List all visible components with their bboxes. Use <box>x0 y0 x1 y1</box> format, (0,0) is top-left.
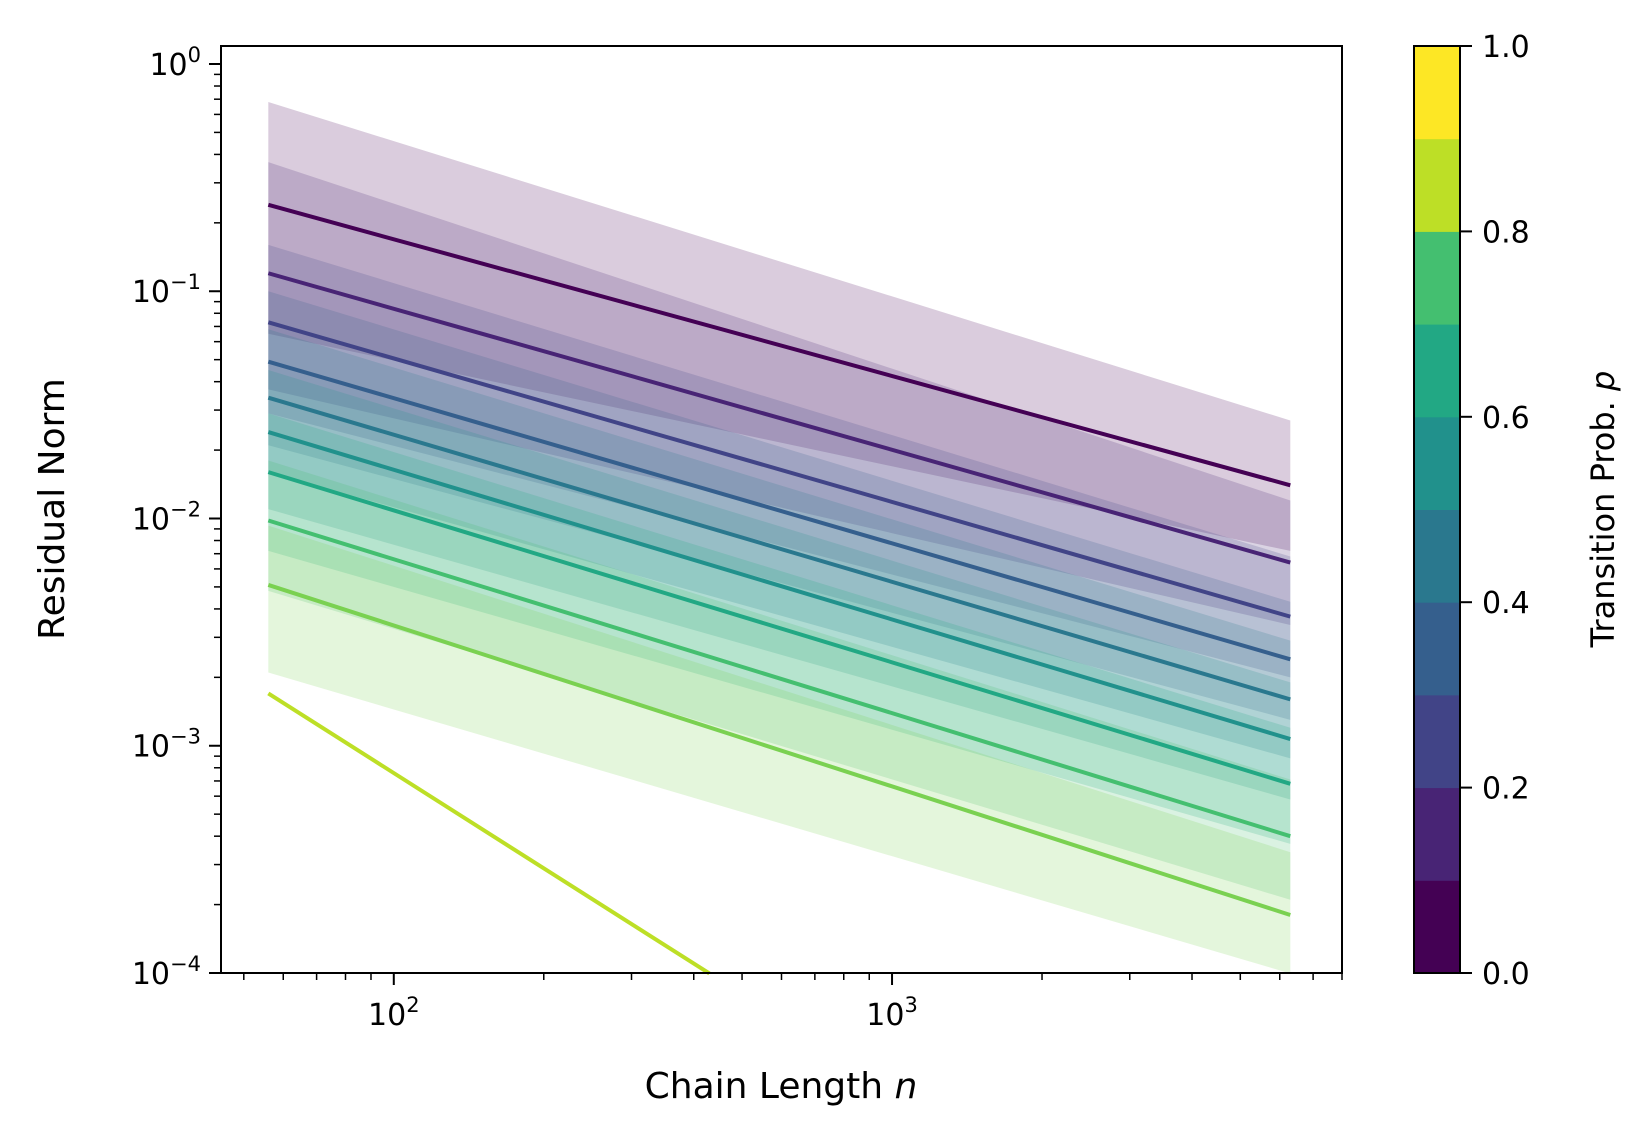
y-tick-label: 10−4 <box>132 952 201 992</box>
series-line-p-0.3 <box>267 359 1291 662</box>
series-line-p-0.0 <box>267 202 1291 488</box>
y-tick-label: 10−1 <box>132 270 201 310</box>
colorbar-level-0.0 <box>1414 880 1460 974</box>
colorbar-level-0.2 <box>1414 694 1460 789</box>
x-tick-label: 103 <box>866 993 918 1033</box>
colorbar-tick-label: 0.2 <box>1482 772 1530 807</box>
series-line-p-0.1 <box>267 271 1291 565</box>
colorbar-tick-label: 0.6 <box>1482 401 1530 436</box>
y-tick-label: 10−2 <box>132 497 201 537</box>
band-p-0.2 <box>268 244 1291 678</box>
y-axis-ticks: 100 10−1 10−2 10−3 10−4 <box>132 43 221 992</box>
x-axis-label: Chain Length n <box>645 1066 918 1107</box>
colorbar-level-0.9 <box>1414 46 1460 140</box>
x-tick-label: 102 <box>368 993 420 1033</box>
x-axis-ticks: 102 103 <box>368 973 918 1033</box>
colorbar-ticks: 0.0 0.2 0.4 0.6 0.8 1.0 <box>1460 30 1530 992</box>
series-lines <box>267 202 1291 976</box>
series-line-p-0.8 <box>267 583 1291 917</box>
band-p-0.0 <box>268 102 1291 551</box>
colorbar-level-0.5 <box>1414 416 1460 510</box>
band-p-0.3 <box>268 291 1291 720</box>
series-line-p-0.5 <box>267 430 1291 741</box>
band-p-0.1 <box>268 162 1291 625</box>
colorbar-tick-label: 0.8 <box>1482 215 1530 250</box>
colorbar-tick-label: 1.0 <box>1482 30 1530 65</box>
y-tick-label: 100 <box>149 43 201 83</box>
confidence-bands <box>268 102 1291 974</box>
series-line-p-0.9 <box>267 691 711 976</box>
y-tick-label: 10−3 <box>132 725 201 765</box>
colorbar-label: Transition Prob. p <box>1584 371 1622 649</box>
series-line-p-0.7 <box>267 518 1291 839</box>
colorbar-tick-label: 0.0 <box>1482 957 1530 992</box>
colorbar-level-0.3 <box>1414 602 1460 696</box>
series-line-p-0.6 <box>267 470 1291 786</box>
y-axis-label: Residual Norm <box>32 378 73 640</box>
colorbar-level-0.8 <box>1414 138 1460 232</box>
colorbar-frame <box>1413 45 1461 974</box>
colorbar-level-0.7 <box>1414 231 1460 325</box>
colorbar-tick-label: 0.4 <box>1482 586 1530 621</box>
series-line-p-0.4 <box>267 395 1291 702</box>
colorbar <box>1414 46 1460 974</box>
y-minor-ticks <box>214 73 221 906</box>
series-line-p-0.2 <box>267 320 1291 619</box>
x-minor-ticks <box>243 973 1343 980</box>
colorbar-level-0.6 <box>1414 324 1460 418</box>
colorbar-level-0.1 <box>1414 787 1460 881</box>
colorbar-level-0.4 <box>1414 509 1460 603</box>
